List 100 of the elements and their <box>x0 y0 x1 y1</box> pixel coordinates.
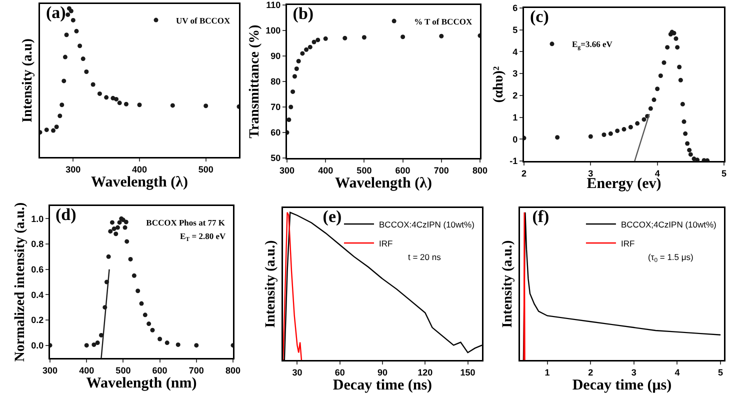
x-tick-label: 400 <box>318 165 334 176</box>
point <box>139 301 144 306</box>
point <box>78 44 82 48</box>
chart-title: (f) <box>532 207 550 226</box>
point <box>122 225 128 230</box>
point <box>194 343 199 348</box>
y-tick-label: 90 <box>270 51 281 62</box>
point <box>304 47 309 52</box>
point <box>652 98 656 102</box>
point <box>132 273 136 278</box>
point <box>104 95 109 100</box>
chart-title: (d) <box>55 205 76 224</box>
point <box>44 128 49 132</box>
point <box>588 134 593 139</box>
point <box>400 34 406 40</box>
y-tick-label: 110 <box>266 0 281 10</box>
point <box>58 114 62 118</box>
x-tick-label: 600 <box>152 365 168 376</box>
y-tick-label: 3 <box>512 68 518 79</box>
x-tick-label: 4 <box>654 168 660 178</box>
y-tick-label: 5 <box>512 25 518 36</box>
point <box>164 340 170 346</box>
y-tick-label: 0.4 <box>31 290 44 300</box>
x-tick-label: 90 <box>377 367 388 378</box>
annotation: t = 20 ns <box>408 252 441 262</box>
point <box>439 34 444 38</box>
y-tick-label: 2 <box>512 90 518 101</box>
point <box>674 36 678 41</box>
y-tick-label: -1 <box>510 156 518 166</box>
point <box>117 220 122 225</box>
point <box>115 225 120 230</box>
x-axis-title: Wavelength (nm) <box>86 375 197 392</box>
y-tick-label: 70 <box>270 102 281 112</box>
y-tick-label: 100 <box>266 26 281 36</box>
point <box>92 342 96 347</box>
point <box>110 220 114 225</box>
chart-title: (a) <box>46 3 66 22</box>
point <box>682 119 686 124</box>
point <box>112 226 116 232</box>
point <box>64 32 69 38</box>
x-tick-label: 300 <box>279 165 295 176</box>
point <box>628 124 633 130</box>
point <box>615 128 620 134</box>
x-tick-label: 3 <box>631 367 636 378</box>
point <box>635 121 640 126</box>
y-axis-title: Intensity (a.u) <box>20 38 36 123</box>
point <box>66 12 70 17</box>
point <box>602 132 606 138</box>
point <box>316 38 320 42</box>
point <box>622 127 626 132</box>
x-tick-label: 800 <box>472 165 488 176</box>
annotation: E$_{T}$ = 2.80 eV <box>180 231 227 243</box>
point <box>308 44 312 50</box>
point <box>158 336 162 342</box>
point <box>62 54 68 60</box>
point <box>117 100 122 106</box>
point <box>323 36 328 41</box>
point <box>665 45 670 50</box>
point <box>658 74 663 78</box>
point <box>114 96 119 102</box>
point <box>655 86 660 92</box>
point <box>150 328 155 332</box>
point <box>687 148 692 152</box>
legend-label: E$_{g}$=3.66 eV <box>572 39 614 52</box>
point <box>95 340 100 346</box>
point <box>128 256 133 262</box>
annotation: (τ$_{0}$ = 1.5 μs) <box>648 252 694 264</box>
point <box>677 64 682 70</box>
x-tick-label: 400 <box>79 365 94 376</box>
x-tick-label: 700 <box>188 365 204 376</box>
y-tick-label: 4 <box>512 46 518 57</box>
y-tick-label: 0.2 <box>31 315 44 326</box>
y-tick-label: 0.8 <box>31 239 44 250</box>
point <box>675 45 680 50</box>
x-tick-label: 300 <box>66 164 81 174</box>
x-axis-title: Energy (ev) <box>586 176 662 192</box>
point <box>51 128 56 133</box>
point <box>695 158 700 161</box>
point <box>648 106 653 111</box>
x-tick-label: 5 <box>721 168 727 178</box>
x-tick-label: 2 <box>521 168 527 178</box>
point <box>108 229 113 234</box>
point <box>204 104 208 108</box>
point <box>68 8 74 14</box>
x-axis-title: Decay time (ns) <box>332 377 432 394</box>
point <box>685 141 690 146</box>
point <box>74 28 79 34</box>
x-axis-title: Decay time (μs) <box>572 377 672 394</box>
point <box>137 102 142 108</box>
x-tick-label: 2 <box>588 367 594 378</box>
point <box>312 40 316 44</box>
point <box>662 60 666 65</box>
point <box>680 102 685 106</box>
point <box>54 124 59 130</box>
legend-label: % T of BCCOX <box>414 16 473 26</box>
point <box>287 118 292 122</box>
chart-title: (c) <box>530 7 549 26</box>
x-tick-label: 300 <box>42 365 58 376</box>
point <box>300 51 305 56</box>
point <box>292 74 297 79</box>
